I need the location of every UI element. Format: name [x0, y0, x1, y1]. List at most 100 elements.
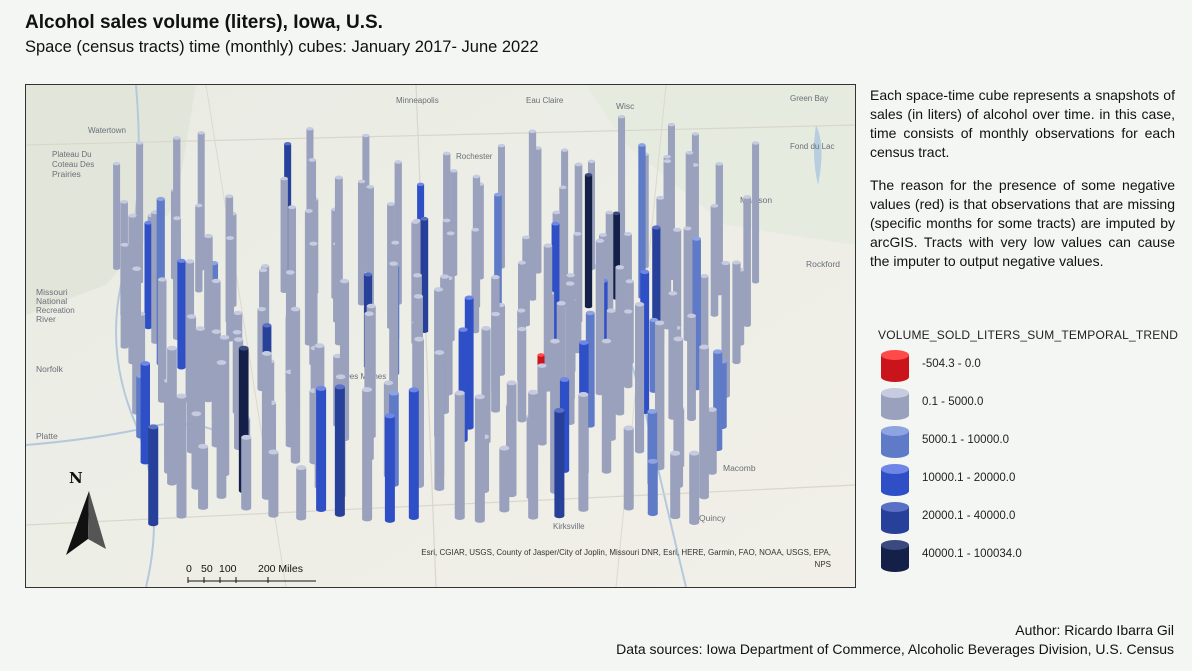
legend-item-label: -504.3 - 0.0	[922, 358, 981, 370]
place-label: Prairies	[52, 169, 81, 179]
cube-cylinder	[528, 389, 539, 520]
cube-cylinder	[177, 258, 186, 370]
cube-cylinder	[148, 424, 159, 527]
page-title: Alcohol sales volume (liters), Iowa, U.S…	[25, 12, 383, 33]
cube-cylinder	[474, 394, 485, 523]
cube-cylinder	[144, 220, 153, 330]
legend-cylinder-icon	[881, 464, 909, 496]
cube-cylinder	[689, 450, 700, 525]
cube-cylinder	[357, 179, 366, 306]
cube-cylinder	[537, 363, 547, 446]
place-label: Watertown	[88, 126, 126, 135]
place-label: Eau Claire	[526, 96, 564, 105]
place-label: National	[36, 296, 67, 306]
legend-item-label: 5000.1 - 10000.0	[922, 434, 1009, 446]
cube-cylinder	[491, 311, 500, 413]
place-label: Green Bay	[790, 94, 828, 103]
cube-cylinder	[635, 302, 645, 454]
cube-cylinder	[408, 387, 419, 521]
lake-shape	[813, 125, 822, 185]
cube-cylinder	[434, 350, 445, 492]
scale-bar: 0 50 100 200 Miles	[186, 563, 336, 585]
cube-cylinder	[615, 265, 625, 416]
legend-cylinder-icon	[881, 502, 909, 534]
cube-cylinder	[290, 306, 301, 464]
cube-cylinder	[120, 242, 129, 349]
cube-cylinder	[167, 345, 177, 486]
description-paragraph-2: The reason for the presence of some nega…	[870, 177, 1175, 269]
place-label: Wisc	[616, 101, 635, 111]
cube-cylinder	[584, 173, 593, 309]
place-label: Missouri	[36, 287, 68, 297]
cube-cylinder	[113, 161, 121, 270]
scale-tick-50: 50	[201, 563, 213, 575]
cube-cylinder	[743, 195, 751, 327]
map-panel[interactable]: Minneapolis Eau Claire Wisc Green Bay Watert…	[25, 84, 856, 588]
space-time-cubes	[113, 114, 760, 527]
cube-cylinder	[601, 338, 612, 474]
place-label: Plateau Du	[52, 150, 92, 159]
legend-item-label: 10000.1 - 20000.0	[922, 472, 1016, 484]
cube-cylinder	[316, 385, 327, 512]
cube-cylinder	[534, 146, 542, 274]
legend-title: VOLUME_SOLD_LITERS_SUM_TEMPORAL_TREND	[878, 328, 1179, 342]
place-label: River	[36, 314, 56, 324]
place-label: Recreation	[36, 306, 75, 315]
legend-item-label: 0.1 - 5000.0	[922, 396, 984, 408]
cube-cylinder	[464, 295, 474, 430]
cube-cylinder	[414, 336, 424, 488]
cube-cylinder	[334, 384, 345, 517]
scale-tick-200: 200 Miles	[258, 563, 303, 575]
cube-cylinder	[454, 390, 465, 520]
place-label: Macomb	[723, 463, 756, 473]
cube-cylinder	[362, 387, 373, 522]
cube-cylinder	[699, 344, 709, 500]
road-line	[415, 85, 437, 587]
cube-cylinder	[670, 450, 681, 520]
place-label: Quincy	[699, 513, 726, 523]
legend-item: 40000.1 - 100034.0	[878, 538, 1168, 574]
author-credit: Author: Ricardo Ibarra Gil	[1015, 622, 1174, 638]
cube-cylinder	[554, 407, 565, 519]
place-label: Rochester	[456, 152, 493, 161]
place-label: Coteau Des	[52, 160, 94, 169]
legend-item-label: 40000.1 - 100034.0	[922, 548, 1022, 560]
cube-cylinder	[268, 449, 279, 518]
description-paragraph-1: Each space-time cube represents a snapsh…	[870, 87, 1175, 160]
cube-cylinder	[204, 233, 213, 403]
cube-cylinder	[140, 361, 150, 465]
legend-cylinder-icon	[881, 540, 909, 572]
cube-cylinder	[198, 443, 209, 510]
place-label: Kirksville	[553, 522, 585, 531]
cube-cylinder	[176, 393, 187, 519]
cube-cylinder	[226, 236, 235, 342]
legend-item: -504.3 - 0.0	[878, 348, 1168, 384]
legend-item-label: 20000.1 - 40000.0	[922, 510, 1016, 522]
scale-tick-100: 100	[219, 563, 237, 575]
page-subtitle: Space (census tracts) time (monthly) cub…	[25, 38, 539, 56]
north-arrow: N	[64, 469, 110, 559]
cube-cylinder	[623, 309, 633, 389]
cube-cylinder	[623, 425, 634, 511]
cube-cylinder	[710, 203, 719, 317]
legend-item: 5000.1 - 10000.0	[878, 424, 1168, 460]
description-panel: Each space-time cube represents a snapsh…	[870, 86, 1175, 285]
cube-cylinder	[528, 129, 537, 301]
legend-item: 0.1 - 5000.0	[878, 386, 1168, 422]
cube-cylinder	[384, 413, 395, 523]
place-label: Platte	[36, 431, 58, 441]
legend-cylinder-icon	[881, 426, 909, 458]
north-arrow-icon	[66, 491, 106, 555]
cube-cylinder	[707, 407, 717, 475]
legend: VOLUME_SOLD_LITERS_SUM_TEMPORAL_TREND -5…	[870, 328, 1180, 572]
place-label: Norfolk	[36, 364, 64, 374]
cube-cylinder	[559, 185, 567, 308]
legend-cylinder-icon	[881, 388, 909, 420]
data-sources: Data sources: Iowa Department of Commerc…	[616, 641, 1174, 657]
place-label: Minneapolis	[396, 96, 439, 105]
map-canvas[interactable]: Minneapolis Eau Claire Wisc Green Bay Watert…	[26, 85, 855, 587]
cube-cylinder	[732, 260, 741, 365]
cube-cylinder	[517, 326, 527, 423]
cube-cylinder	[216, 360, 227, 499]
cube-cylinder	[261, 351, 272, 500]
